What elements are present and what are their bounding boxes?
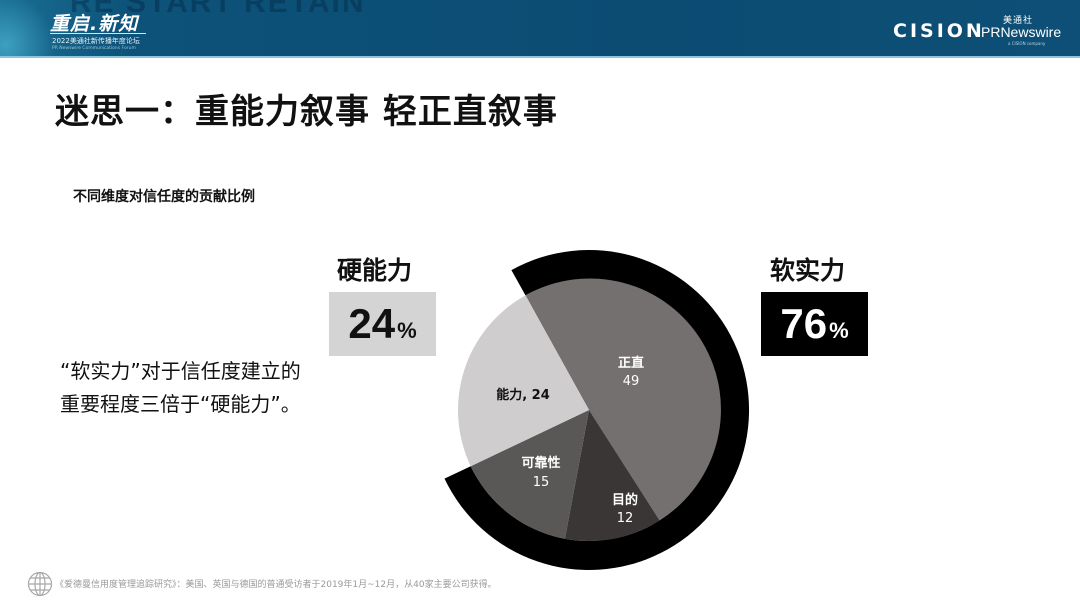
header-bar: RE START RETAIN 重启.新知 2022美通社新传播年度论坛 PR …	[0, 0, 1080, 58]
brand-subtitle: 2022美通社新传播年度论坛	[52, 37, 140, 45]
header-glow	[0, 0, 60, 56]
cision-logo: CISION	[893, 20, 985, 42]
soft-power-unit: %	[829, 318, 849, 343]
slice-purpose	[564, 410, 660, 542]
brand-title: 重启.新知	[50, 13, 139, 35]
soft-power-percent-box: 76%	[761, 292, 868, 356]
slice-value-integrity: 49	[623, 374, 640, 389]
hard-power-unit: %	[397, 318, 417, 343]
brand-divider	[50, 33, 146, 34]
soft-power-value: 76	[780, 300, 828, 347]
slice-value-reliability: 15	[533, 475, 550, 490]
slice-reliability	[470, 410, 589, 539]
hard-power-percent-box: 24%	[329, 292, 436, 356]
prn-chinese-logo: 美通社	[1003, 16, 1034, 26]
page-title: 迷思一：重能力叙事 轻正直叙事	[55, 92, 558, 132]
brand-subtitle-en: PR Newswire Communications Forum	[52, 46, 136, 51]
soft-power-label: 软实力	[770, 256, 846, 285]
slice-label-ability: 能力, 24	[496, 387, 550, 403]
slice-label-integrity: 正直	[618, 355, 644, 371]
slice-label-purpose: 目的	[612, 492, 638, 508]
footer-source-note: 《爱德曼信用度管理追踪研究》：美国、英国与德国的普通受访者于2019年1月~12…	[55, 580, 497, 590]
slice-ability	[458, 295, 589, 467]
chart-subtitle: 不同维度对信任度的贡献比例	[73, 189, 255, 205]
slice-value-purpose: 12	[617, 511, 634, 526]
hard-power-value: 24	[348, 300, 396, 347]
globe-icon	[27, 571, 53, 597]
prnewswire-logo: PRNewswire	[981, 24, 1062, 40]
insight-text: “软实力”对于信任度建立的重要程度三倍于“硬能力”。	[60, 359, 301, 416]
header-ghost-text: RE START RETAIN	[70, 0, 366, 19]
hard-power-label: 硬能力	[337, 256, 413, 285]
slice-label-reliability: 可靠性	[521, 455, 560, 471]
slice-integrity	[525, 278, 721, 521]
prn-tagline: a CISION company	[1008, 41, 1046, 46]
